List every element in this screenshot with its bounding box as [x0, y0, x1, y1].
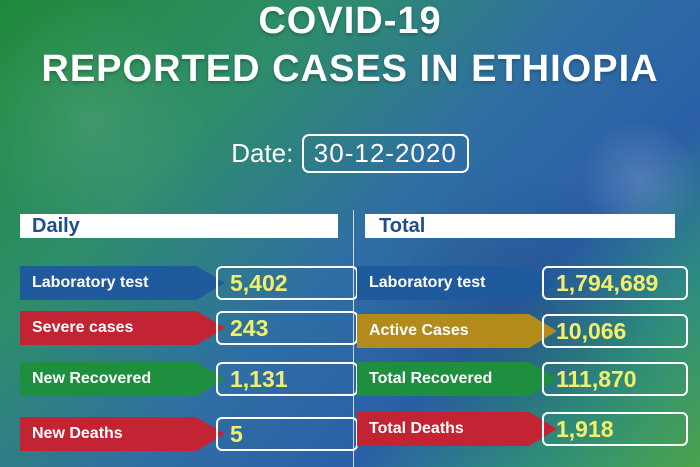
total-active-label: Active Cases [357, 314, 557, 348]
total-header: Total [365, 214, 675, 238]
date-value: 30-12-2020 [301, 134, 469, 173]
daily-row-lab-test: Laboratory test 5,402 [20, 266, 358, 300]
total-row-lab-test: Laboratory test 1,794,689 [357, 266, 690, 300]
total-row-active: Active Cases 10,066 [357, 314, 690, 348]
total-lab-test-label: Laboratory test [357, 266, 557, 300]
daily-recovered-label: New Recovered [20, 362, 225, 396]
daily-severe-value: 243 [216, 311, 358, 345]
daily-row-deaths: New Deaths 5 [20, 417, 358, 451]
total-deaths-label: Total Deaths [357, 412, 557, 446]
total-row-deaths: Total Deaths 1,918 [357, 412, 690, 446]
date-label: Date: [231, 138, 294, 168]
column-divider [353, 210, 354, 467]
daily-recovered-value: 1,131 [216, 362, 358, 396]
title-line-2: REPORTED CASES IN ETHIOPIA [41, 48, 659, 90]
total-deaths-value: 1,918 [542, 412, 688, 446]
daily-header: Daily [20, 214, 338, 238]
total-recovered-value: 111,870 [542, 362, 688, 396]
daily-row-severe: Severe cases 243 [20, 311, 358, 345]
total-recovered-label: Total Recovered [357, 362, 557, 396]
daily-lab-test-value: 5,402 [216, 266, 358, 300]
total-row-recovered: Total Recovered 111,870 [357, 362, 690, 396]
daily-severe-label: Severe cases [20, 311, 225, 345]
daily-row-recovered: New Recovered 1,131 [20, 362, 358, 396]
total-active-value: 10,066 [542, 314, 688, 348]
daily-deaths-label: New Deaths [20, 417, 225, 451]
total-lab-test-value: 1,794,689 [542, 266, 688, 300]
daily-lab-test-label: Laboratory test [20, 266, 225, 300]
date-row: Date: 30-12-2020 [0, 134, 700, 173]
daily-deaths-value: 5 [216, 417, 358, 451]
title-line-1: COVID-19 [258, 0, 442, 42]
